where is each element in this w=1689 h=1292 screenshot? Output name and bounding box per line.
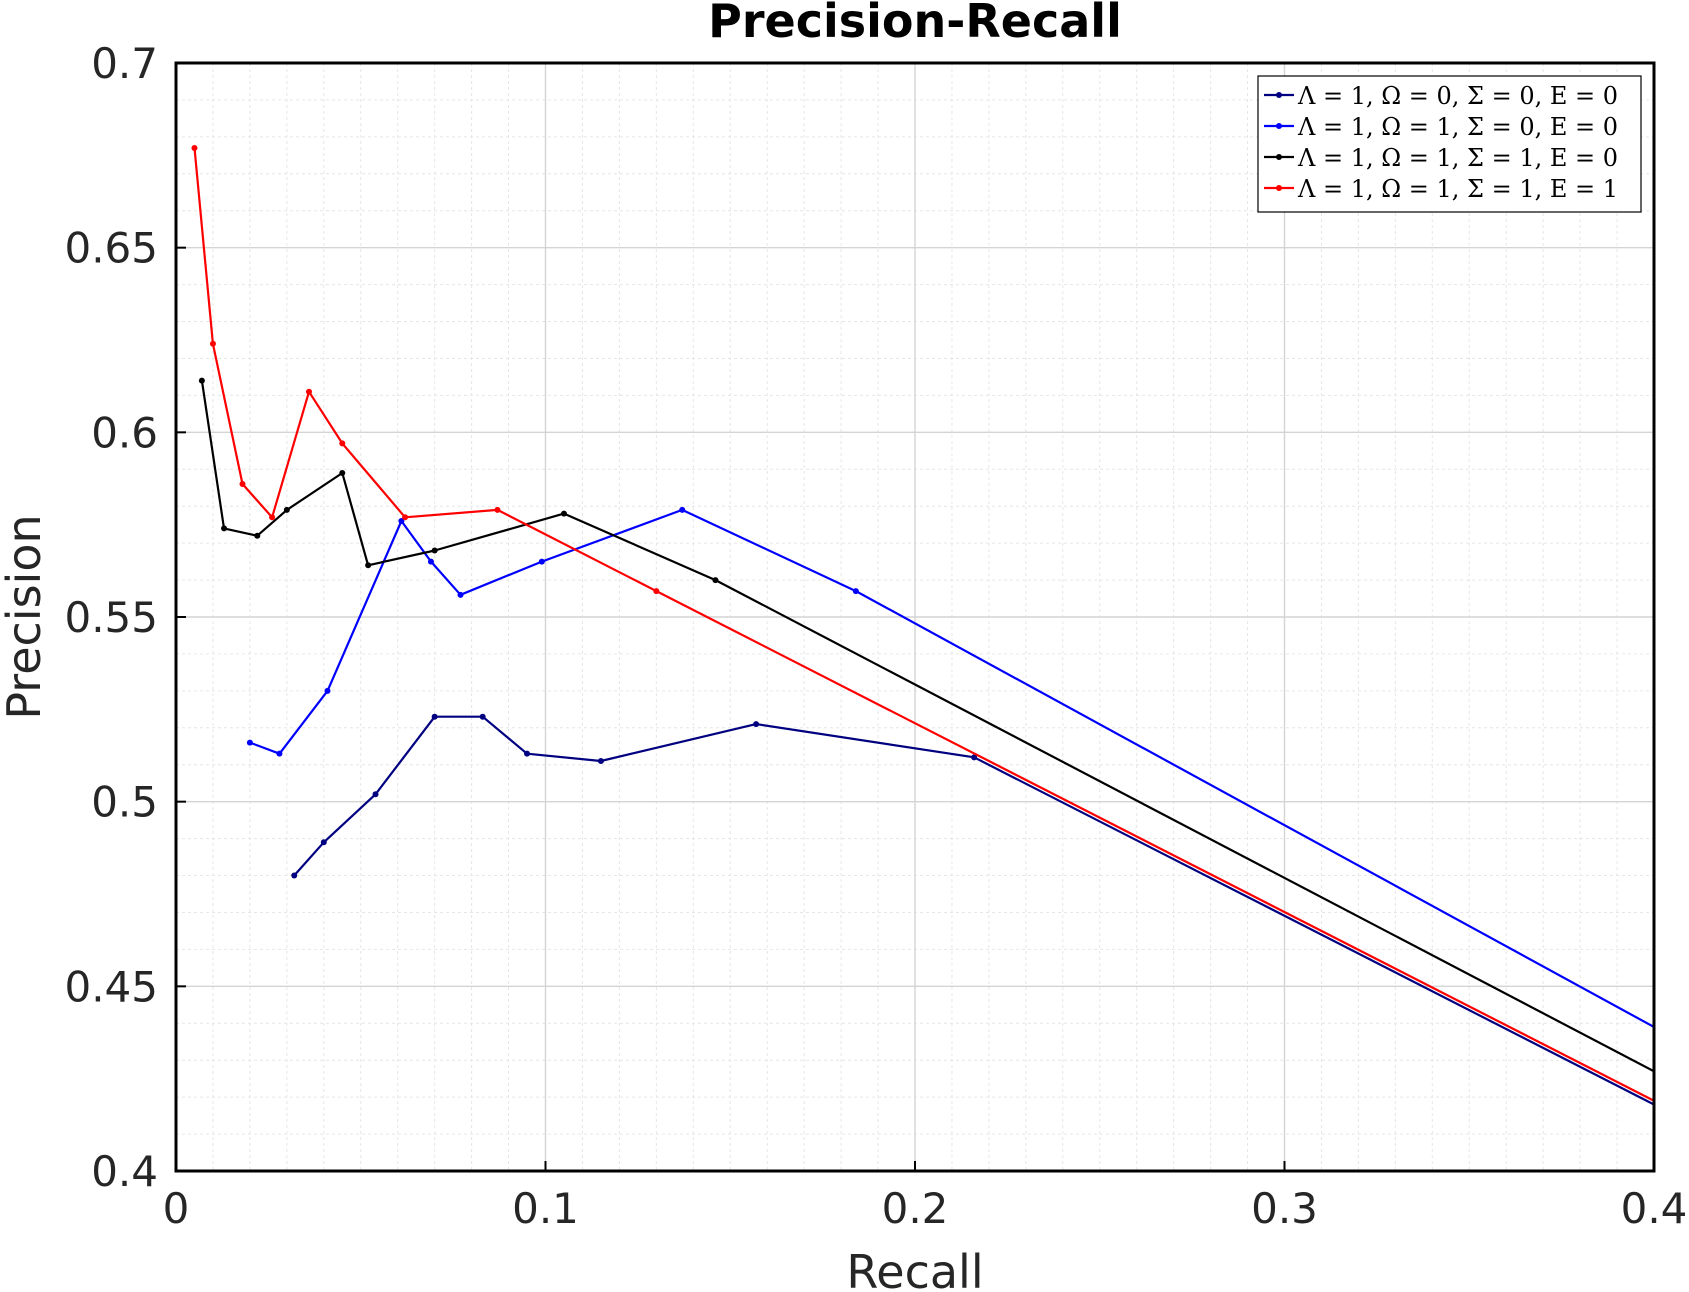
legend-label-4: Λ = 1, Ω = 1, Σ = 1, E = 1 — [1297, 175, 1618, 203]
series-4-point — [339, 440, 346, 447]
series-1-point — [597, 758, 604, 765]
series-2-point — [427, 558, 434, 565]
series-1-point — [524, 750, 531, 757]
series-4-point — [306, 388, 313, 395]
y-tick-label: 0.5 — [91, 778, 158, 827]
series-4-point — [209, 340, 216, 347]
series-1-point — [971, 754, 978, 761]
series-2-point — [246, 739, 253, 746]
legend-marker-3 — [1276, 154, 1282, 160]
x-axis-label: Recall — [846, 1245, 983, 1292]
series-1-point — [431, 713, 438, 720]
x-tick-label: 0.1 — [512, 1184, 579, 1233]
y-tick-label: 0.7 — [91, 39, 158, 88]
series-2-point — [276, 750, 283, 757]
series-1-point — [479, 713, 486, 720]
y-tick-label: 0.6 — [91, 408, 158, 457]
legend-marker-2 — [1276, 123, 1282, 129]
series-1-point — [372, 791, 379, 798]
series-line-2 — [249, 508, 1655, 1028]
ticks: 0 0.1 0.2 0.3 0.4 0.4 0.45 0.5 0.55 0.6 0.65 0.7 — [64, 39, 1687, 1233]
series-2-point — [679, 506, 686, 513]
y-axis-label: Precision — [0, 514, 51, 719]
series-4-point — [269, 514, 276, 521]
series-group — [191, 144, 1655, 1106]
legend-box — [1257, 75, 1642, 213]
series-3-point — [365, 562, 372, 569]
series-line-4 — [193, 147, 1655, 1102]
series-2-point — [398, 517, 405, 524]
series-4-point — [239, 481, 246, 488]
series-line-3 — [200, 380, 1655, 1073]
legend-marker-1 — [1276, 92, 1282, 98]
series-3-point — [254, 532, 261, 539]
series-3-point — [560, 510, 567, 517]
series-3-point — [221, 525, 228, 532]
series-4-point — [494, 506, 501, 513]
series-2-point — [457, 591, 464, 598]
series-3-point — [712, 577, 719, 584]
series-3-point — [198, 377, 205, 384]
series-4-point — [653, 588, 660, 595]
series-3-point — [283, 506, 290, 513]
y-tick-label: 0.45 — [64, 962, 158, 1011]
series-1-point — [753, 721, 760, 728]
x-tick-label: 0.3 — [1251, 1184, 1318, 1233]
series-4-point — [191, 144, 198, 151]
series-1-point — [291, 872, 298, 879]
legend-label-1: Λ = 1, Ω = 0, Σ = 0, E = 0 — [1297, 82, 1618, 110]
legend-label-2: Λ = 1, Ω = 1, Σ = 0, E = 0 — [1297, 113, 1618, 141]
series-1-point — [320, 839, 327, 846]
chart-title: Precision-Recall — [708, 0, 1122, 48]
legend-marker-4 — [1276, 185, 1282, 191]
x-tick-label: 0.2 — [882, 1184, 949, 1233]
legend: Λ = 1, Ω = 0, Σ = 0, E = 0 Λ = 1, Ω = 1, … — [1257, 75, 1642, 213]
series-4-point — [402, 514, 409, 521]
x-tick-label: 0.4 — [1621, 1184, 1688, 1233]
series-3-point — [431, 547, 438, 554]
y-tick-label: 0.4 — [91, 1147, 158, 1196]
series-2-point — [324, 687, 331, 694]
series-3-point — [339, 469, 346, 476]
legend-label-3: Λ = 1, Ω = 1, Σ = 1, E = 0 — [1297, 144, 1618, 172]
series-2-point — [538, 558, 545, 565]
series-2-point — [852, 588, 859, 595]
y-tick-label: 0.65 — [64, 224, 158, 273]
x-tick-label: 0 — [163, 1184, 190, 1233]
y-tick-label: 0.55 — [64, 593, 158, 642]
series-line-1 — [293, 715, 1655, 1106]
